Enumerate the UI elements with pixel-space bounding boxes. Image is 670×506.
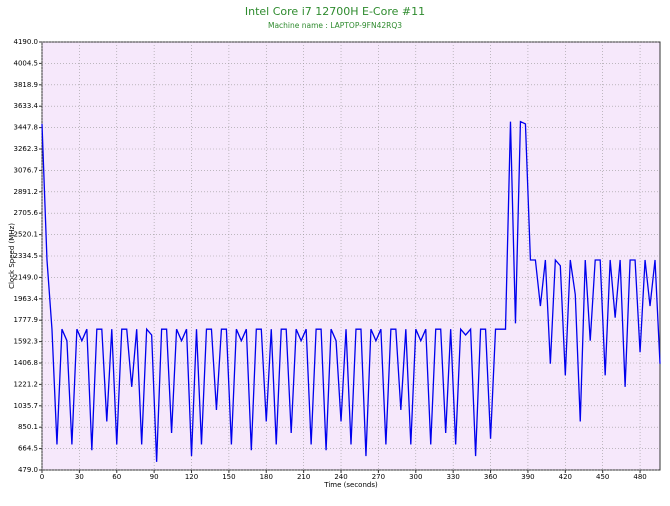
y-tick-label: 4190.0 <box>14 38 39 46</box>
x-tick-label: 480 <box>633 473 646 481</box>
x-tick-label: 150 <box>222 473 235 481</box>
x-axis-label: Time (seconds) <box>323 481 378 489</box>
x-tick-label: 240 <box>334 473 347 481</box>
y-tick-label: 1221.2 <box>14 380 39 388</box>
x-tick-label: 330 <box>446 473 459 481</box>
y-tick-label: 4004.5 <box>14 59 39 67</box>
y-tick-label: 1035.7 <box>14 402 39 410</box>
y-tick-label: 2891.2 <box>14 188 39 196</box>
y-tick-label: 1777.9 <box>14 316 39 324</box>
y-tick-label: 664.5 <box>18 445 38 453</box>
y-tick-label: 1963.4 <box>14 295 39 303</box>
x-tick-label: 0 <box>40 473 44 481</box>
x-tick-label: 450 <box>596 473 609 481</box>
y-tick-label: 2149.0 <box>14 273 39 281</box>
y-axis-label: Clock Speed (MHz) <box>8 223 16 289</box>
x-tick-label: 120 <box>185 473 198 481</box>
x-tick-label: 300 <box>409 473 422 481</box>
x-tick-label: 90 <box>150 473 159 481</box>
x-tick-label: 210 <box>297 473 310 481</box>
y-tick-label: 3818.9 <box>14 81 39 89</box>
y-tick-label: 1592.3 <box>14 338 39 346</box>
chart-title: Intel Core i7 12700H E-Core #11 <box>245 5 425 18</box>
x-tick-label: 360 <box>484 473 497 481</box>
data-line <box>41 120 661 462</box>
x-tick-label: 30 <box>75 473 84 481</box>
chart-subtitle: Machine name : LAPTOP-9FN42RQ3 <box>268 21 402 30</box>
y-tick-label: 2334.5 <box>14 252 39 260</box>
y-tick-label: 3076.7 <box>14 166 39 174</box>
y-tick-label: 479.0 <box>18 466 38 474</box>
x-tick-label: 390 <box>521 473 534 481</box>
y-tick-label: 1406.8 <box>14 359 39 367</box>
y-tick-label: 3262.3 <box>14 145 39 153</box>
x-tick-label: 180 <box>260 473 273 481</box>
y-tick-label: 3633.4 <box>14 102 39 110</box>
y-tick-label: 2705.6 <box>14 209 39 217</box>
y-tick-label: 2520.1 <box>14 231 39 239</box>
x-tick-label: 420 <box>559 473 572 481</box>
y-tick-label: 3447.8 <box>14 124 39 132</box>
y-tick-label: 850.1 <box>18 423 38 431</box>
x-tick-label: 60 <box>112 473 121 481</box>
x-tick-label: 270 <box>372 473 385 481</box>
